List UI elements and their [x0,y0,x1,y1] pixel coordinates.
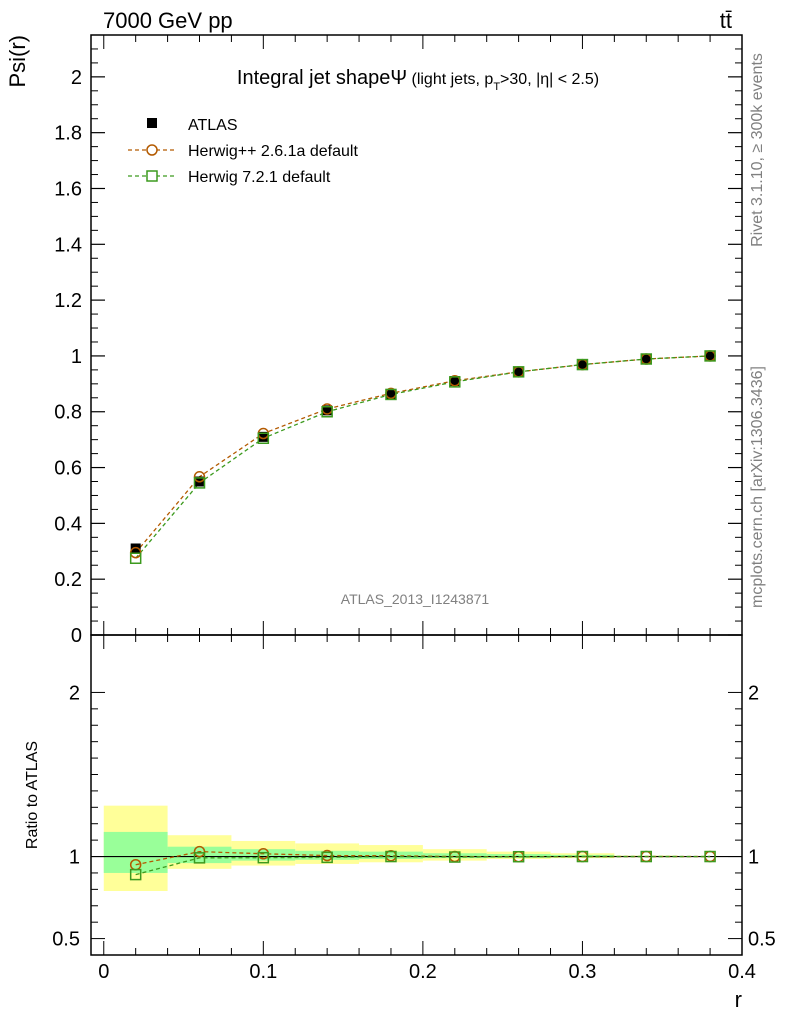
herwig7-point [193,477,206,489]
atlas-point [705,350,716,361]
ratio-y-tick-label-right: 2 [748,682,759,704]
ratio-y-tick-label: 1 [69,847,80,869]
main-y-tick-label: 2 [71,67,82,89]
ratio-band-inner [103,831,168,873]
energy-label: 7000 GeV pp [103,8,233,33]
atlas-point [385,389,396,400]
legend-marker-herwigpp [146,144,158,156]
ratio-herwigpp-point [193,845,206,858]
x-tick-label: 0.3 [569,961,597,983]
herwig7-point [449,376,461,388]
ratio-band-inner [422,853,487,859]
ratio-panel: 0.5 0.51 12 2 0 0.1 0.2 0.3 0.4 Ratio to ATLAS … [24,35,776,1012]
ratio-herwig7-point [385,850,397,863]
main-y-tick-label: 1.8 [54,123,82,145]
herwig7-point [576,358,589,371]
atlas-point [641,354,652,364]
atlas-point [130,543,141,554]
main-y-tick-label: 0.8 [54,402,82,424]
ratio-y-axis: 0.5 0.5 1 1 2 2 [52,682,776,950]
ratio-band-inner [359,851,423,859]
main-x-axis-ticks [103,35,743,635]
ratio-herwig7-point [576,850,589,863]
rivet-label: Rivet 3.1.10, ≥ 300k events [749,53,766,247]
plot-title-sub-sub: T [493,81,500,93]
ratio-herwig7-point [704,850,716,863]
ratio-line-herwig7 [135,855,711,876]
legend-marker-herwig7 [146,170,158,182]
process-label: tt̄ [720,8,732,33]
herwig7-point [385,388,397,401]
x-tick-label: 0.4 [728,961,756,983]
main-y-tick-label: 0.2 [54,569,82,591]
ratio-herwig7-point [449,851,461,863]
x-axis-label: r [735,987,742,1012]
herwig7-point [512,366,525,378]
herwig7-point [129,552,142,565]
ratio-y-axis-label: Ratio to ATLAS [24,741,41,849]
main-series-layer [129,350,716,565]
main-y-tick-label: 1 [71,346,82,368]
ratio-y-tick-label-right: 0.5 [748,929,776,951]
main-y-tick-label: 1.4 [54,234,82,256]
plot-title: Integral jet shapeΨ (light jets, pT>30, … [237,67,599,93]
ratio-x-axis: 0 0.1 0.2 0.3 0.4 [98,635,756,983]
ratio-y-tick-label: 0.5 [52,929,80,951]
main-y-tick-label: 1.6 [54,178,82,200]
herwig7-point [640,353,653,365]
herwig7-point [257,432,270,445]
series-line-herwigpp [135,355,711,554]
herwigpp-point [193,471,206,483]
ratio-series-layer [129,845,716,881]
legend-label-herwig7: Herwig 7.2.1 default [188,169,331,186]
ratio-y-tick-label: 2 [69,682,80,704]
legend-label-atlas: ATLAS [188,117,238,134]
herwig7-point [704,350,716,362]
legend-marker-atlas [147,118,157,128]
main-y-axis-label: Psi(r) [5,35,30,88]
ratio-band-layer [91,805,742,891]
atlas-point [577,359,588,370]
main-y-tick-label: 1.2 [54,290,82,312]
herwig7-point [321,405,333,418]
atlas-point [513,366,524,377]
main-y-tick-label: 0.4 [54,513,82,535]
x-tick-label: 0.2 [409,961,437,983]
series-line-herwig7 [135,355,711,559]
atlas-point [322,405,333,416]
plot-title-main: Integral jet shape [237,67,390,89]
ratio-herwig7-point [257,851,270,864]
ratio-herwig7-point [512,850,525,863]
ratio-band-inner [231,849,296,861]
ratio-band-inner [167,846,232,864]
x-tick-label: 0 [98,961,109,983]
plot-title-sub-b: >30, |η| < 2.5) [500,71,599,88]
ratio-line-herwigpp [135,850,711,866]
mcplots-label: mcplots.cern.ch [arXiv:1306.3436] [749,366,766,608]
ratio-y-tick-label-right: 1 [748,847,759,869]
ratio-herwig7-point [193,852,206,864]
main-y-axis: 0 0.2 0.4 0.6 0.8 1 1.2 1.4 1.6 1.8 2 [54,48,742,647]
plot-title-sub-a: (light jets, p [407,71,493,88]
ratio-herwig7-point [640,850,653,863]
legend: ATLAS Herwig++ 2.6.1a default Herwig 7.2… [128,117,358,186]
main-panel: 0 0.2 0.4 0.6 0.8 1 1.2 1.4 1.6 1.8 2 Psi(r) Integ… [5,34,743,647]
x-tick-label: 0.1 [249,961,277,983]
legend-label-herwigpp: Herwig++ 2.6.1a default [188,143,358,160]
plot-title-symbol: Ψ [390,67,407,89]
ratio-frame [90,634,743,956]
ratio-herwig7-point [321,851,333,864]
atlas-point [258,431,269,442]
main-y-tick-label: 0 [71,625,82,647]
atlas-point [449,376,460,387]
ratio-herwig7-point [129,868,142,881]
analysis-id-label: ATLAS_2013_I1243871 [341,591,490,607]
main-y-tick-label: 0.6 [54,458,82,480]
